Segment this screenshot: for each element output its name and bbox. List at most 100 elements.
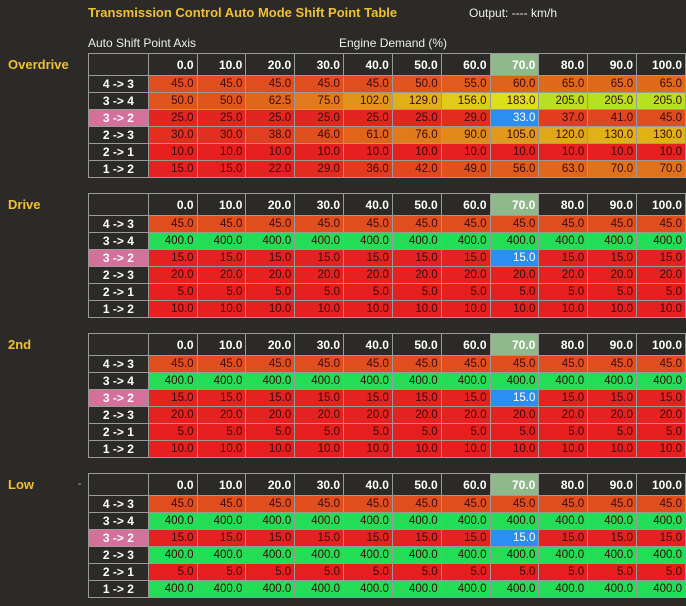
value-cell[interactable]: 45.0 (147, 215, 198, 233)
row-label[interactable]: 4 -> 3 (88, 75, 149, 93)
value-cell[interactable]: 10.0 (391, 143, 442, 161)
value-cell[interactable]: 20.0 (147, 266, 198, 284)
value-cell[interactable]: 400.0 (391, 232, 442, 250)
row-label[interactable]: 3 -> 4 (88, 92, 149, 110)
value-cell[interactable]: 20.0 (391, 406, 442, 424)
value-cell[interactable]: 10.0 (294, 440, 345, 458)
value-cell[interactable]: 400.0 (196, 546, 247, 564)
value-cell[interactable]: 5.0 (538, 563, 589, 581)
value-cell[interactable]: 5.0 (391, 563, 442, 581)
value-cell[interactable]: 45.0 (294, 75, 344, 93)
value-cell[interactable]: 15.0 (245, 389, 296, 407)
row-label[interactable]: 2 -> 1 (88, 143, 149, 161)
value-cell[interactable]: 45.0 (587, 215, 638, 233)
value-cell[interactable]: 15.0 (391, 529, 442, 547)
value-cell[interactable]: 400.0 (538, 232, 589, 250)
value-cell[interactable]: 400.0 (196, 372, 247, 390)
value-cell[interactable]: 15.0 (147, 389, 198, 407)
value-cell[interactable]: 20.0 (636, 406, 686, 424)
value-cell[interactable]: 5.0 (587, 283, 638, 301)
value-cell[interactable]: 45.0 (294, 355, 345, 373)
value-cell[interactable]: 400.0 (343, 580, 393, 598)
value-cell[interactable]: 20.0 (440, 266, 491, 284)
value-cell[interactable]: 33.0 (489, 109, 540, 127)
value-cell[interactable]: 5.0 (294, 423, 345, 441)
value-cell[interactable]: 400.0 (440, 512, 491, 530)
value-cell[interactable]: 5.0 (440, 563, 491, 581)
row-label[interactable]: 4 -> 3 (88, 355, 149, 373)
value-cell[interactable]: 45.0 (538, 495, 589, 513)
value-cell[interactable]: 5.0 (196, 563, 247, 581)
value-cell[interactable]: 15.0 (587, 389, 638, 407)
value-cell[interactable]: 400.0 (294, 372, 345, 390)
value-cell[interactable]: 15.0 (489, 389, 540, 407)
value-cell[interactable]: 5.0 (196, 283, 247, 301)
value-cell[interactable]: 400.0 (196, 512, 247, 530)
row-label[interactable]: 3 -> 4 (88, 512, 149, 530)
value-cell[interactable]: 45.0 (636, 355, 686, 373)
value-cell[interactable]: 400.0 (587, 546, 638, 564)
value-cell[interactable]: 10.0 (343, 440, 393, 458)
value-cell[interactable]: 400.0 (147, 372, 198, 390)
value-cell[interactable]: 15.0 (196, 249, 247, 267)
value-cell[interactable]: 45.0 (245, 355, 296, 373)
value-cell[interactable]: 15.0 (245, 529, 296, 547)
value-cell[interactable]: 15.0 (343, 529, 393, 547)
value-cell[interactable]: 45.0 (245, 215, 296, 233)
value-cell[interactable]: 15.0 (587, 249, 638, 267)
value-cell[interactable]: 15.0 (489, 249, 540, 267)
value-cell[interactable]: 45.0 (440, 215, 491, 233)
value-cell[interactable]: 205.0 (538, 92, 589, 110)
value-cell[interactable]: 5.0 (294, 563, 345, 581)
value-cell[interactable]: 45.0 (391, 495, 442, 513)
value-cell[interactable]: 129.0 (391, 92, 442, 110)
value-cell[interactable]: 10.0 (489, 300, 540, 318)
value-cell[interactable]: 10.0 (489, 440, 540, 458)
value-cell[interactable]: 400.0 (538, 512, 589, 530)
value-cell[interactable]: 5.0 (245, 563, 296, 581)
value-cell[interactable]: 400.0 (636, 580, 686, 598)
value-cell[interactable]: 55.0 (440, 75, 491, 93)
value-cell[interactable]: 400.0 (391, 580, 442, 598)
value-cell[interactable]: 60.0 (489, 75, 540, 93)
row-label[interactable]: 4 -> 3 (88, 495, 149, 513)
value-cell[interactable]: 20.0 (636, 266, 686, 284)
value-cell[interactable]: 400.0 (391, 546, 442, 564)
value-cell[interactable]: 20.0 (245, 406, 296, 424)
value-cell[interactable]: 400.0 (636, 546, 686, 564)
value-cell[interactable]: 63.0 (538, 160, 589, 178)
row-label[interactable]: 2 -> 1 (88, 423, 149, 441)
value-cell[interactable]: 10.0 (294, 143, 344, 161)
value-cell[interactable]: 130.0 (587, 126, 638, 144)
value-cell[interactable]: 400.0 (538, 372, 589, 390)
value-cell[interactable]: 5.0 (636, 563, 686, 581)
value-cell[interactable]: 10.0 (245, 143, 296, 161)
value-cell[interactable]: 15.0 (294, 249, 345, 267)
value-cell[interactable]: 15.0 (538, 389, 589, 407)
value-cell[interactable]: 30.0 (147, 126, 198, 144)
value-cell[interactable]: 400.0 (636, 512, 686, 530)
value-cell[interactable]: 45.0 (391, 355, 442, 373)
value-cell[interactable]: 45.0 (538, 215, 589, 233)
value-cell[interactable]: 45.0 (147, 355, 198, 373)
value-cell[interactable]: 10.0 (147, 440, 198, 458)
value-cell[interactable]: 400.0 (440, 580, 491, 598)
row-label[interactable]: 2 -> 1 (88, 563, 149, 581)
value-cell[interactable]: 45.0 (636, 109, 686, 127)
value-cell[interactable]: 29.0 (440, 109, 491, 127)
value-cell[interactable]: 10.0 (391, 440, 442, 458)
value-cell[interactable]: 38.0 (245, 126, 296, 144)
value-cell[interactable]: 5.0 (587, 423, 638, 441)
value-cell[interactable]: 5.0 (636, 283, 686, 301)
value-cell[interactable]: 90.0 (440, 126, 491, 144)
value-cell[interactable]: 70.0 (587, 160, 638, 178)
value-cell[interactable]: 10.0 (342, 143, 393, 161)
value-cell[interactable]: 10.0 (147, 143, 198, 161)
row-label[interactable]: 3 -> 2 (88, 389, 149, 407)
value-cell[interactable]: 45.0 (636, 215, 686, 233)
value-cell[interactable]: 45.0 (147, 75, 198, 93)
value-cell[interactable]: 400.0 (343, 546, 393, 564)
value-cell[interactable]: 49.0 (440, 160, 491, 178)
value-cell[interactable]: 50.0 (196, 92, 247, 110)
value-cell[interactable]: 65.0 (587, 75, 638, 93)
